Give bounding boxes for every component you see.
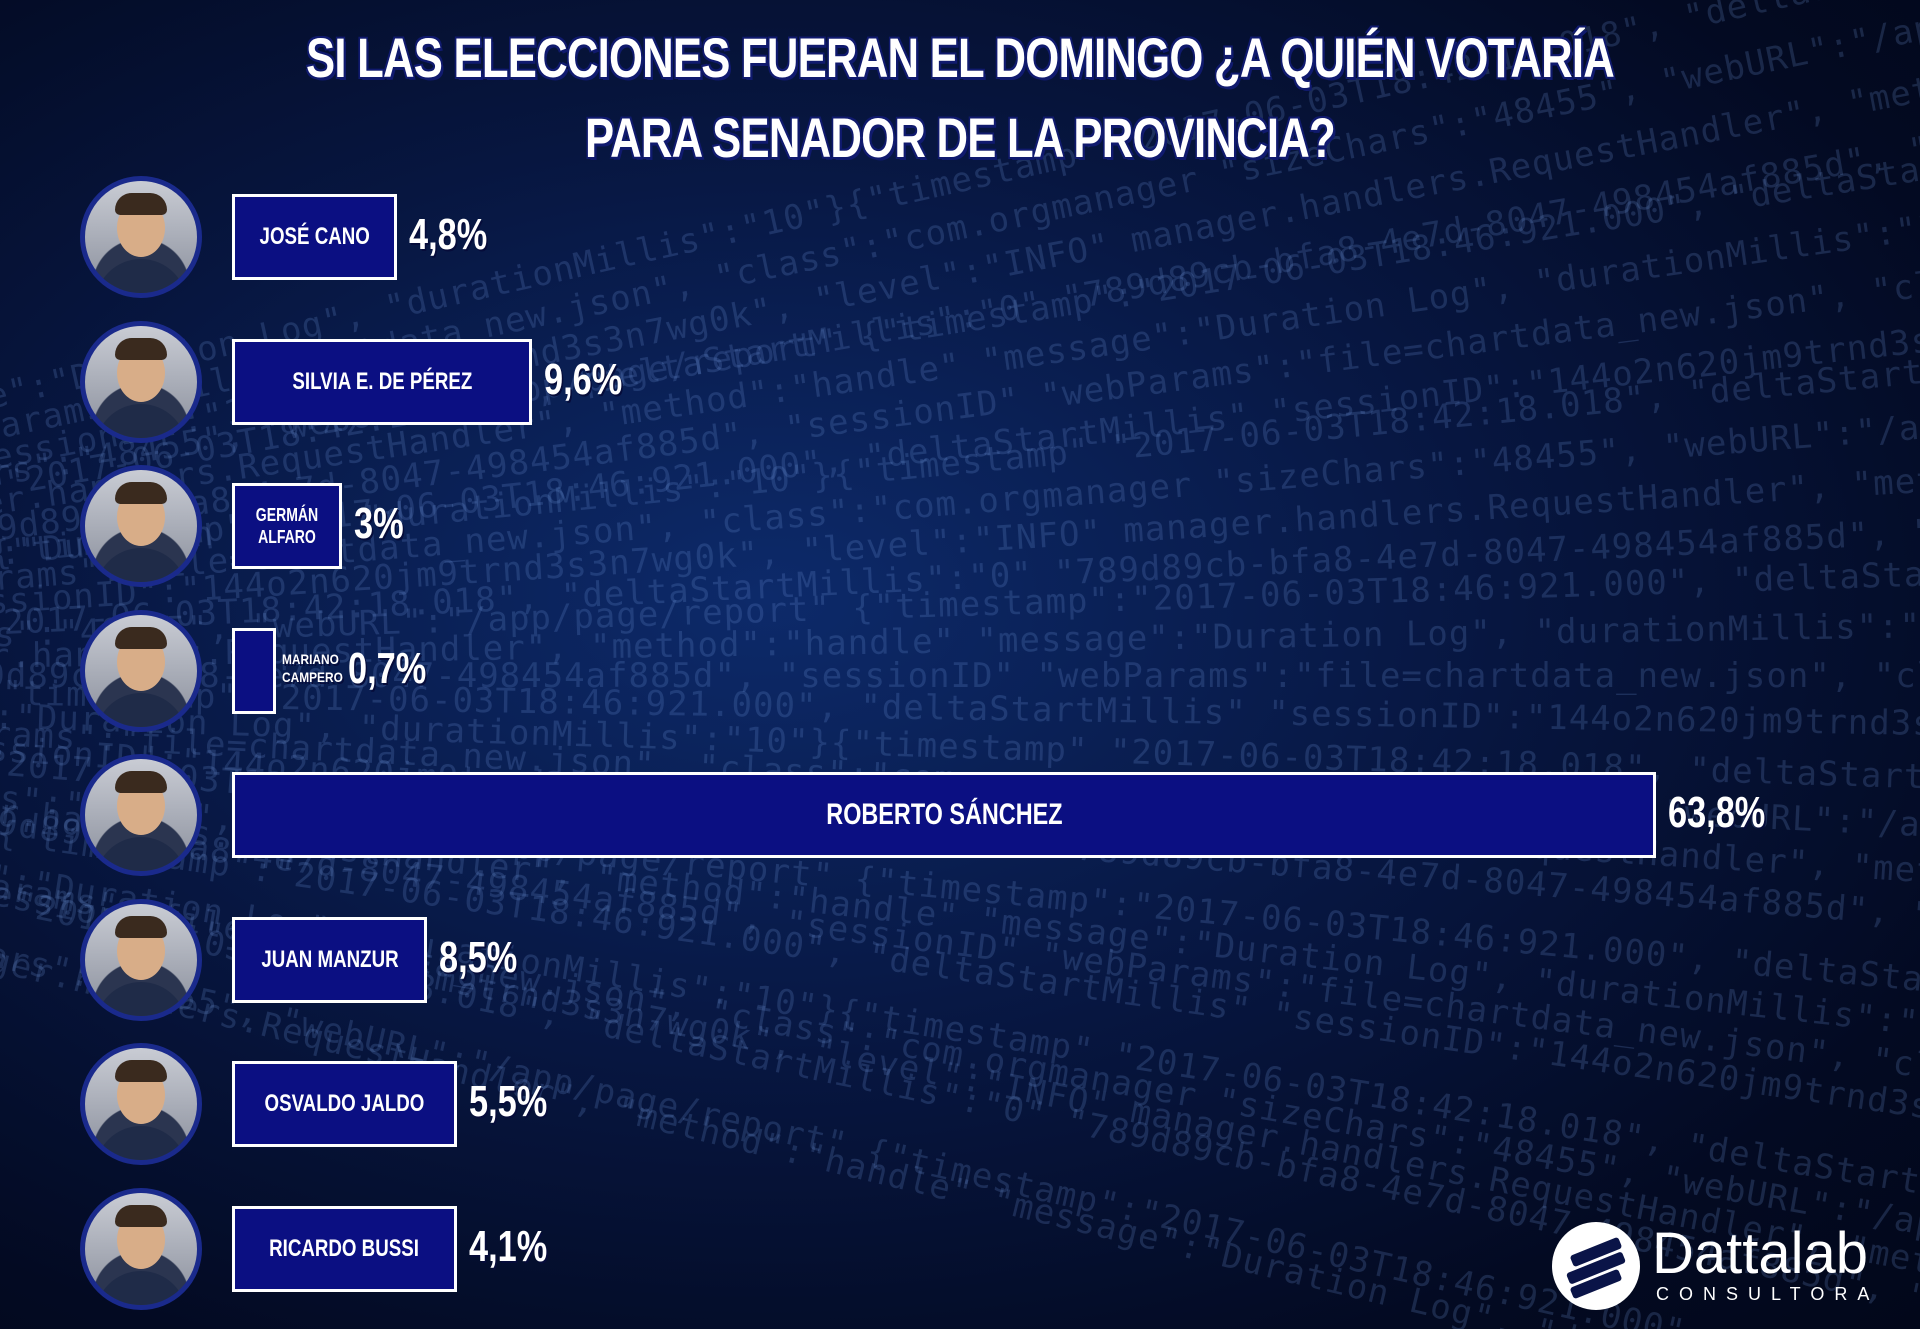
candidate-avatar	[80, 320, 202, 443]
chart-bar: JUAN MANZUR	[232, 916, 427, 1003]
chart-row: JUAN MANZUR 8,5%	[0, 898, 1920, 1029]
chart-row: SILVIA E. DE PÉREZ 9,6%	[0, 320, 1920, 451]
bar-value-label: 4,8%	[409, 210, 488, 259]
chart-bar: JOSÉ CANO	[232, 194, 397, 280]
bar-value-label: 3%	[354, 499, 404, 548]
chart-title: SI LAS ELECCIONES FUERAN EL DOMINGO ¿A Q…	[306, 26, 1615, 169]
dattalab-logo: Dattalab CONSULTORA	[1552, 1221, 1912, 1322]
chart-bar: OSVALDO JALDO	[232, 1061, 457, 1147]
bar-category-label: RICARDO BUSSI	[269, 1234, 420, 1262]
chart-bar: RICARDO BUSSI	[232, 1205, 457, 1292]
chart-row: JOSÉ CANO 4,8%	[0, 176, 1920, 306]
bar-category-label: ROBERTO SÁNCHEZ	[825, 798, 1063, 831]
dattalab-logo-icon	[1552, 1222, 1640, 1310]
brand-subtitle: CONSULTORA	[1656, 1284, 1880, 1304]
bar-value-label: 9,6%	[544, 354, 623, 404]
chart-row: ROBERTO SÁNCHEZ 63,8%	[0, 754, 1920, 884]
bar-category-label: SILVIA E. DE PÉREZ	[292, 367, 472, 395]
candidate-avatar	[80, 1043, 202, 1165]
candidate-avatar	[80, 754, 202, 876]
chart-row: GERMÁN ALFARO 3%	[0, 465, 1920, 595]
chart-bar: SILVIA E. DE PÉREZ	[232, 338, 532, 425]
chart-bar	[232, 627, 276, 714]
bar-category-label: JUAN MANZUR	[260, 945, 399, 973]
brand-name: Dattalab	[1652, 1221, 1869, 1286]
bar-category-label: OSVALDO JALDO	[264, 1090, 425, 1117]
chart-bar: ROBERTO SÁNCHEZ	[232, 772, 1656, 858]
candidate-avatar	[80, 1187, 202, 1310]
chart-row: RICARDO BUSSI 4,1%	[0, 1187, 1920, 1318]
chart-row: OSVALDO JALDO 5,5%	[0, 1043, 1920, 1173]
bar-category-label: GERMÁN ALFARO	[255, 505, 319, 547]
candidate-avatar	[80, 465, 202, 587]
bar-value-label: 63,8%	[1668, 788, 1766, 837]
chart-row: MARIANO CAMPERO 0,7%	[0, 609, 1920, 740]
bar-value-label: 4,1%	[469, 1221, 548, 1271]
chart-bar: GERMÁN ALFARO	[232, 483, 342, 569]
candidate-avatar	[80, 898, 202, 1021]
bar-category-label: JOSÉ CANO	[259, 223, 370, 250]
bar-category-label: MARIANO CAMPERO	[282, 650, 343, 685]
bar-value-label: 8,5%	[439, 932, 518, 982]
bar-value-label: 5,5%	[469, 1077, 548, 1126]
candidate-avatar	[80, 176, 202, 298]
bar-value-label: 0,7%	[348, 643, 427, 693]
candidate-avatar	[80, 609, 202, 732]
